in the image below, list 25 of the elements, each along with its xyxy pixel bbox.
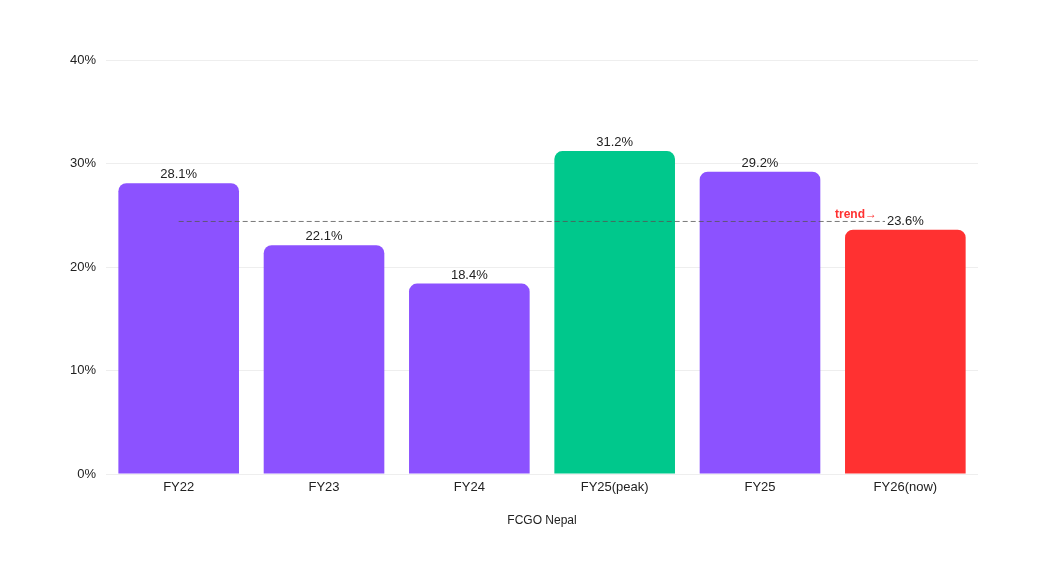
- bar: [263, 245, 385, 474]
- y-tick-label: 10%: [69, 362, 97, 378]
- ref-line-label: trend→: [835, 206, 878, 221]
- bar: [118, 183, 239, 474]
- data-label: 31.2%: [596, 134, 634, 150]
- bar: [554, 151, 675, 474]
- y-tick-label: 0%: [77, 465, 97, 481]
- x-tick-label: FY26(now): [873, 479, 938, 495]
- x-tick-label: FY22: [163, 479, 195, 495]
- bar: [699, 171, 821, 474]
- x-tick-label: FY24: [453, 479, 485, 495]
- bar: [409, 283, 530, 474]
- bar: [845, 229, 966, 474]
- data-label: 29.2%: [741, 154, 779, 170]
- x-axis-title: FCGO Nepal: [507, 513, 577, 528]
- data-label: 23.6%: [886, 212, 925, 228]
- y-tick-label: 20%: [69, 258, 97, 274]
- data-label: 28.1%: [160, 166, 198, 182]
- y-tick-label: 30%: [69, 155, 97, 171]
- y-tick-label: 40%: [69, 51, 97, 67]
- data-label: 22.1%: [305, 228, 343, 244]
- x-tick-label: FY25(peak): [580, 479, 649, 495]
- x-tick-label: FY23: [308, 479, 340, 495]
- data-label: 18.4%: [450, 266, 489, 282]
- x-tick-label: FY25: [744, 479, 776, 495]
